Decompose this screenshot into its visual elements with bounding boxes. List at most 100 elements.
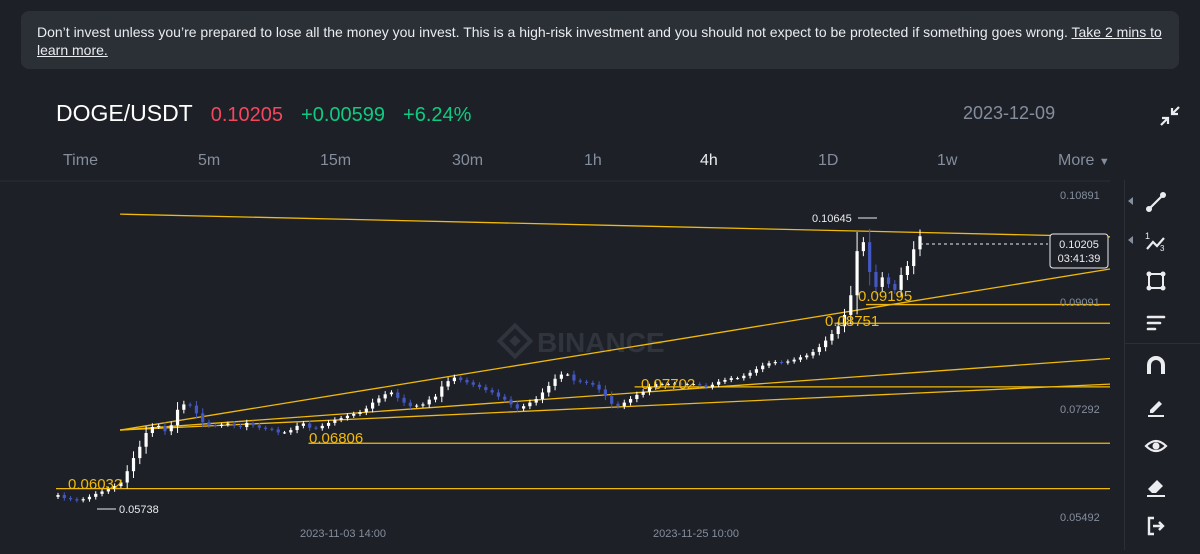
text-tool-icon[interactable] bbox=[1144, 310, 1168, 334]
candle-body bbox=[704, 385, 708, 388]
price-tick-3: 0.05492 bbox=[1060, 512, 1100, 524]
candles bbox=[56, 228, 922, 503]
candle-body bbox=[150, 427, 154, 434]
collapse-icon[interactable] bbox=[1157, 103, 1183, 129]
candle-body bbox=[81, 499, 85, 501]
candle-body bbox=[868, 242, 872, 272]
candle-body bbox=[616, 403, 620, 407]
tab-time[interactable]: Time bbox=[63, 152, 98, 169]
candle-body bbox=[641, 391, 645, 395]
candle-body bbox=[459, 377, 463, 380]
candle-body bbox=[578, 380, 582, 382]
candle-body bbox=[490, 390, 494, 393]
tab-15m[interactable]: 15m bbox=[320, 152, 352, 169]
candle-body bbox=[182, 404, 186, 410]
tab-1h[interactable]: 1h bbox=[584, 152, 602, 169]
tab-4h[interactable]: 4h bbox=[700, 152, 718, 169]
expand-arrow-icon[interactable] bbox=[1128, 236, 1133, 244]
candle-body bbox=[251, 422, 255, 426]
tab-5m[interactable]: 5m bbox=[198, 152, 221, 169]
last-price: 0.10205 bbox=[210, 104, 284, 126]
candle-body bbox=[484, 387, 488, 391]
learn-more-link[interactable]: Take 2 mins to learn more. bbox=[37, 24, 1162, 58]
candle-body bbox=[131, 458, 136, 472]
price-tick-0: 0.10891 bbox=[1060, 190, 1100, 202]
eraser-icon[interactable] bbox=[1144, 474, 1168, 498]
candle-body bbox=[855, 251, 859, 296]
eye-icon[interactable] bbox=[1144, 434, 1168, 458]
edit-icon[interactable] bbox=[1144, 394, 1168, 418]
candle-body bbox=[138, 446, 142, 459]
candle-body bbox=[824, 340, 828, 348]
tab-more[interactable]: More ▼ bbox=[1058, 152, 1110, 170]
candle-body bbox=[767, 363, 771, 366]
candle-body bbox=[566, 374, 570, 376]
candle-body bbox=[370, 402, 375, 409]
candle-body bbox=[219, 424, 224, 426]
candle-body bbox=[364, 408, 368, 413]
candle-body bbox=[874, 271, 878, 287]
candle-body bbox=[912, 249, 916, 267]
shape-tool-icon[interactable] bbox=[1144, 269, 1168, 293]
tab-1d[interactable]: 1D bbox=[818, 152, 839, 169]
trend-line-tool-icon[interactable] bbox=[1144, 190, 1168, 214]
candle-body bbox=[477, 384, 482, 388]
expand-arrow-icon[interactable] bbox=[1128, 197, 1133, 205]
level-labels: 0.06032 0.06806 0.07702 0.08751 0.09195 bbox=[68, 288, 912, 493]
candle-body bbox=[773, 362, 777, 364]
current-price-tag: 0.10205 03:41:39 bbox=[1049, 233, 1109, 269]
candle-body bbox=[188, 404, 192, 406]
candle-body bbox=[213, 425, 217, 427]
level-label-4: 0.09195 bbox=[858, 288, 912, 305]
level-label-1: 0.06806 bbox=[309, 430, 363, 447]
candle-body bbox=[232, 423, 236, 426]
candle-body bbox=[377, 398, 381, 403]
candle-body bbox=[157, 425, 161, 428]
candle-body bbox=[396, 392, 400, 398]
candle-body bbox=[710, 384, 714, 388]
candle-body bbox=[547, 385, 551, 393]
candle-body bbox=[811, 351, 815, 356]
candle-body bbox=[314, 427, 318, 429]
candle-body bbox=[861, 242, 865, 252]
risk-warning-text: Don’t invest unless you’re prepared to l… bbox=[37, 24, 1068, 40]
candle-body bbox=[723, 379, 727, 382]
candle-body bbox=[817, 347, 821, 352]
candle-body bbox=[358, 412, 362, 414]
candle-body bbox=[628, 399, 633, 403]
level-label-2: 0.07702 bbox=[641, 376, 695, 393]
toolbar-divider bbox=[1124, 180, 1200, 550]
candle-body bbox=[918, 236, 922, 250]
drawn-lines bbox=[56, 213, 1111, 490]
candle-body bbox=[345, 415, 350, 419]
candle-body bbox=[635, 394, 639, 400]
candle-body bbox=[465, 379, 469, 383]
candle-body bbox=[572, 374, 576, 381]
candle-body bbox=[515, 404, 519, 409]
candle-body bbox=[75, 499, 79, 501]
candle-body bbox=[610, 396, 614, 404]
exit-icon[interactable] bbox=[1144, 514, 1168, 538]
time-axis: 2023-11-03 14:00 2023-11-25 10:00 bbox=[300, 528, 739, 540]
price-change: +0.00599 bbox=[301, 104, 386, 126]
tab-1w[interactable]: 1w bbox=[937, 152, 958, 169]
candle-body bbox=[289, 430, 293, 433]
candle-body bbox=[792, 359, 796, 362]
candle-body bbox=[87, 496, 92, 500]
level-label-3: 0.08751 bbox=[825, 313, 879, 330]
ticker-header: DOGE/USDT 0.10205 +0.00599 +6.24% bbox=[56, 100, 471, 130]
svg-text:3: 3 bbox=[1160, 244, 1165, 253]
candle-body bbox=[691, 384, 696, 386]
tab-30m[interactable]: 30m bbox=[452, 152, 484, 169]
chevron-down-icon: ▼ bbox=[1098, 156, 1110, 168]
candle-body bbox=[326, 422, 331, 426]
candle-body bbox=[647, 387, 652, 392]
candle-body bbox=[779, 362, 784, 364]
magnet-icon[interactable] bbox=[1144, 354, 1168, 378]
candle-body bbox=[270, 428, 274, 430]
candle-body bbox=[761, 365, 765, 370]
candle-body bbox=[415, 405, 419, 407]
candle-body bbox=[295, 425, 299, 431]
